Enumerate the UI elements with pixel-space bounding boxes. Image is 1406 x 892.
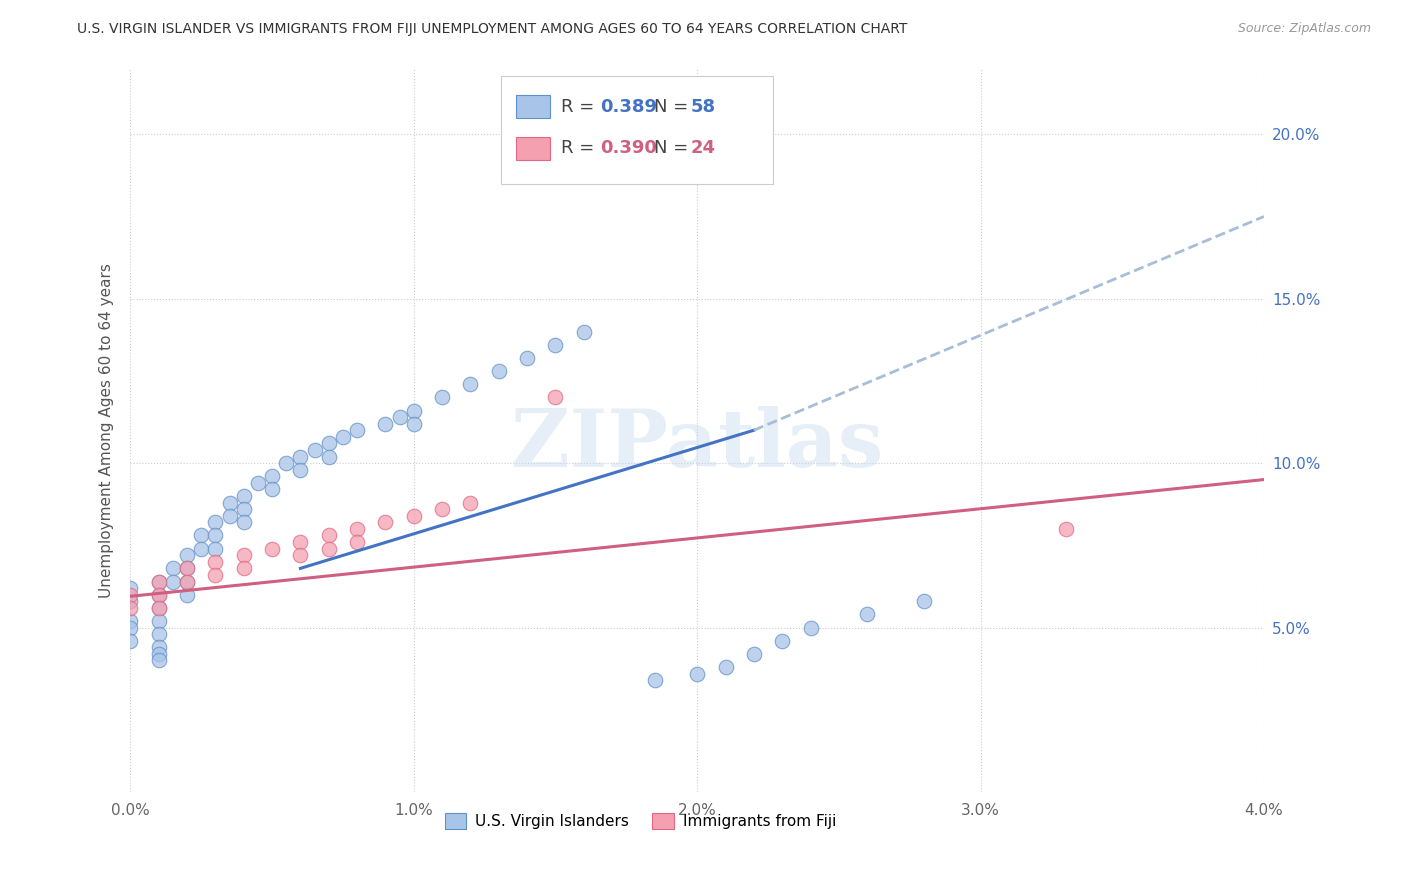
Point — [190, 541, 212, 556]
Point — [912, 594, 935, 608]
Point — [148, 647, 170, 661]
Point — [176, 574, 198, 589]
Point — [148, 614, 170, 628]
Point — [346, 522, 368, 536]
Point — [120, 614, 142, 628]
Point — [176, 588, 198, 602]
Text: 0.389: 0.389 — [600, 98, 657, 116]
FancyBboxPatch shape — [501, 76, 773, 185]
Point — [204, 541, 226, 556]
Text: Source: ZipAtlas.com: Source: ZipAtlas.com — [1237, 22, 1371, 36]
Point — [332, 430, 354, 444]
Point — [544, 390, 567, 404]
Point — [232, 561, 254, 575]
Point — [260, 541, 283, 556]
Point — [260, 483, 283, 497]
Point — [290, 450, 312, 464]
FancyBboxPatch shape — [516, 136, 550, 160]
Point — [430, 390, 453, 404]
Point — [430, 502, 453, 516]
Point — [318, 436, 340, 450]
Text: 58: 58 — [690, 98, 716, 116]
Point — [246, 475, 269, 490]
Point — [544, 337, 567, 351]
Point — [374, 417, 396, 431]
Text: U.S. VIRGIN ISLANDER VS IMMIGRANTS FROM FIJI UNEMPLOYMENT AMONG AGES 60 TO 64 YE: U.S. VIRGIN ISLANDER VS IMMIGRANTS FROM … — [77, 22, 908, 37]
Point — [346, 423, 368, 437]
Point — [218, 495, 240, 509]
Point — [460, 495, 482, 509]
Point — [148, 574, 170, 589]
Point — [714, 660, 737, 674]
Point — [232, 502, 254, 516]
Point — [402, 508, 425, 523]
Point — [374, 516, 396, 530]
Text: R =: R = — [561, 98, 600, 116]
Point — [162, 574, 184, 589]
Point — [204, 528, 226, 542]
Y-axis label: Unemployment Among Ages 60 to 64 years: Unemployment Among Ages 60 to 64 years — [100, 263, 114, 598]
Point — [120, 600, 142, 615]
Point — [232, 516, 254, 530]
Point — [148, 627, 170, 641]
Point — [276, 456, 298, 470]
Point — [120, 621, 142, 635]
Point — [799, 621, 821, 635]
Text: 0.390: 0.390 — [600, 139, 657, 157]
Point — [388, 410, 411, 425]
Point — [176, 561, 198, 575]
Point — [572, 325, 595, 339]
Point — [1054, 522, 1077, 536]
Point — [304, 442, 326, 457]
Point — [162, 561, 184, 575]
Point — [290, 535, 312, 549]
Point — [460, 377, 482, 392]
Point — [204, 516, 226, 530]
Legend: U.S. Virgin Islanders, Immigrants from Fiji: U.S. Virgin Islanders, Immigrants from F… — [439, 806, 842, 835]
Point — [290, 463, 312, 477]
Text: N =: N = — [654, 139, 695, 157]
Text: ZIPatlas: ZIPatlas — [510, 406, 883, 483]
Point — [176, 548, 198, 562]
FancyBboxPatch shape — [516, 95, 550, 119]
Text: 24: 24 — [690, 139, 716, 157]
Point — [148, 588, 170, 602]
Point — [318, 528, 340, 542]
Point — [120, 581, 142, 595]
Point — [488, 364, 510, 378]
Point — [318, 541, 340, 556]
Point — [644, 673, 666, 688]
Point — [516, 351, 538, 365]
Point — [346, 535, 368, 549]
Point — [148, 640, 170, 655]
Point — [742, 647, 765, 661]
Point — [770, 633, 793, 648]
Point — [148, 600, 170, 615]
Point — [148, 653, 170, 667]
Point — [260, 469, 283, 483]
Text: R =: R = — [561, 139, 600, 157]
Text: N =: N = — [654, 98, 695, 116]
Point — [120, 633, 142, 648]
Point — [204, 568, 226, 582]
Point — [120, 594, 142, 608]
Point — [204, 555, 226, 569]
Point — [232, 489, 254, 503]
Point — [148, 588, 170, 602]
Point — [402, 417, 425, 431]
Point — [402, 403, 425, 417]
Point — [686, 666, 709, 681]
Point — [218, 508, 240, 523]
Point — [318, 450, 340, 464]
Point — [176, 574, 198, 589]
Point — [232, 548, 254, 562]
Point — [176, 561, 198, 575]
Point — [148, 574, 170, 589]
Point — [190, 528, 212, 542]
Point — [856, 607, 879, 622]
Point — [120, 588, 142, 602]
Point — [148, 600, 170, 615]
Point — [290, 548, 312, 562]
